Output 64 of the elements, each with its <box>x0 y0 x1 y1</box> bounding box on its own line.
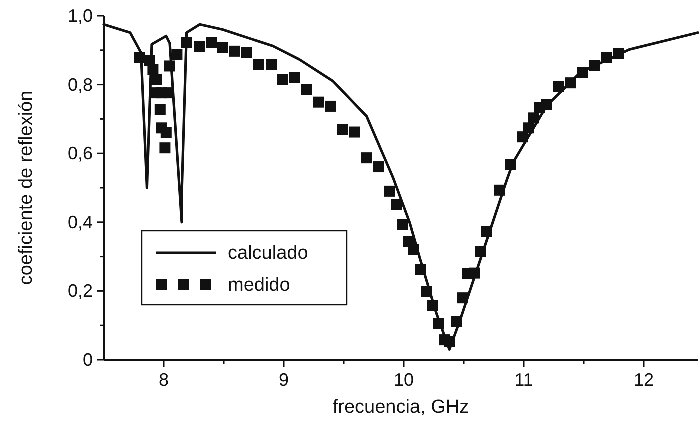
point <box>164 60 176 72</box>
point <box>301 84 312 96</box>
point <box>589 60 600 72</box>
point <box>229 46 240 57</box>
point <box>481 226 492 238</box>
point <box>154 104 166 116</box>
point <box>451 316 462 328</box>
point <box>337 124 348 136</box>
point <box>241 47 252 58</box>
point <box>415 264 426 276</box>
point <box>577 67 588 78</box>
point <box>408 244 420 256</box>
point <box>160 142 171 154</box>
point <box>528 112 540 124</box>
point <box>172 49 183 60</box>
point <box>433 318 444 330</box>
point <box>349 126 360 138</box>
point <box>313 96 324 108</box>
point <box>523 122 534 134</box>
point <box>325 100 336 112</box>
y-axis-title: coeficiente de reflexión <box>16 90 37 286</box>
x-tick-label: 10 <box>394 370 414 390</box>
point <box>517 132 528 143</box>
point <box>469 268 480 279</box>
point <box>601 52 612 64</box>
point <box>151 74 162 86</box>
point <box>613 48 624 59</box>
point <box>217 42 228 54</box>
point <box>494 184 506 196</box>
x-tick-label: 12 <box>634 370 654 390</box>
point <box>163 88 174 99</box>
point <box>373 162 384 173</box>
y-tick-label: 0,8 <box>68 74 93 95</box>
point <box>391 199 402 210</box>
point <box>206 37 218 48</box>
y-tick-label: 0,2 <box>68 281 93 302</box>
point <box>289 72 300 84</box>
y-tick-label: 0,4 <box>68 212 93 232</box>
point <box>565 78 576 89</box>
x-tick-label: 11 <box>514 370 534 390</box>
point <box>427 300 438 312</box>
point <box>277 74 288 86</box>
x-axis-title: frecuencia, GHz <box>332 397 470 418</box>
point <box>253 59 264 70</box>
y-tick-label: 1,0 <box>68 6 93 26</box>
y-tick-label: 0 <box>82 350 93 370</box>
point <box>457 292 468 304</box>
point <box>266 59 278 70</box>
point <box>505 159 516 170</box>
legend-label: medido <box>228 275 290 296</box>
point <box>181 37 192 48</box>
x-tick-label: 9 <box>278 370 290 390</box>
point <box>475 246 486 258</box>
point <box>194 41 206 52</box>
legend-label: calculado <box>228 243 308 264</box>
point <box>421 286 432 298</box>
x-tick-label: 8 <box>158 370 170 390</box>
point <box>541 99 552 110</box>
point <box>444 336 456 348</box>
y-tick-label: 0,6 <box>68 144 93 164</box>
point <box>553 81 564 92</box>
point <box>384 186 396 197</box>
point <box>397 219 408 230</box>
point <box>361 152 372 164</box>
